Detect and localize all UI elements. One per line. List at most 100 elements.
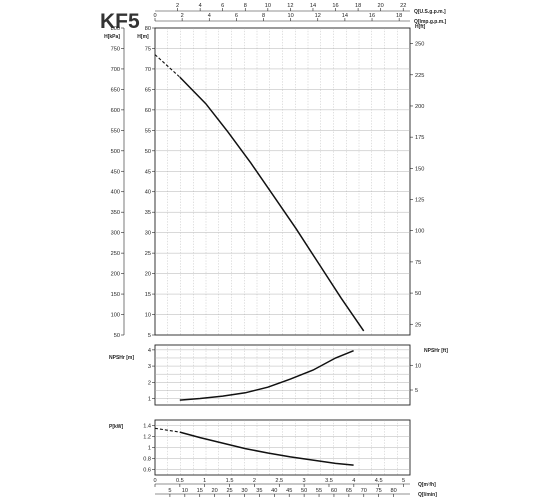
top-axis-usgpm-tick-label: 6 <box>221 3 224 9</box>
head-m-tick-label: 45 <box>145 169 151 175</box>
top-axis-impgpm-label: Q[Imp.g.p.m.] <box>414 19 447 25</box>
head-m-tick-label: 10 <box>145 313 151 319</box>
npsh-m-tick-label: 3 <box>148 364 151 370</box>
bottom-axis-m3h-label: Q[m³/h] <box>418 482 436 488</box>
top-axis-usgpm-tick-label: 16 <box>332 3 338 9</box>
bottom-axis-lmin-label: Q[l/min] <box>418 492 437 498</box>
head-ft-tick-label: 100 <box>415 229 424 235</box>
head-m-tick-label: 5 <box>148 333 151 339</box>
bottom-axis-m3h-tick-label: 5 <box>402 478 405 484</box>
head-curve <box>179 76 365 332</box>
bottom-axis-lmin-tick-label: 40 <box>271 488 277 494</box>
head-ft-tick-label: 125 <box>415 198 424 204</box>
head-m-tick-label: 65 <box>145 87 151 93</box>
head-m-tick-label: 25 <box>145 251 151 257</box>
bottom-axis-lmin-tick-label: 10 <box>182 488 188 494</box>
npsh-m-tick-label: 1 <box>148 397 151 403</box>
top-axis-impgpm-tick-label: 0 <box>153 13 156 19</box>
bottom-axis-lmin-tick-label: 60 <box>331 488 337 494</box>
head-kpa-axis-label: H[kPa] <box>104 34 120 40</box>
top-axis-usgpm-tick-label: 18 <box>355 3 361 9</box>
bottom-axis-lmin-tick-label: 70 <box>361 488 367 494</box>
npsh-ft-axis-label: NPSHr [ft] <box>424 348 448 354</box>
head-kpa-tick-label: 300 <box>111 231 120 237</box>
head-m-tick-label: 60 <box>145 108 151 114</box>
bottom-axis-lmin-tick-label: 15 <box>197 488 203 494</box>
npsh-m-tick-label: 2 <box>148 380 151 386</box>
npsh-curve <box>179 350 354 401</box>
power-kw-tick-label: 1.2 <box>143 435 151 441</box>
bottom-axis-lmin-tick-label: 30 <box>241 488 247 494</box>
top-axis-impgpm-tick-label: 12 <box>315 13 321 19</box>
head-m-tick-label: 20 <box>145 272 151 278</box>
bottom-axis-m3h-tick-label: 4 <box>352 478 355 484</box>
power-kw-tick-label: 0.8 <box>143 457 151 463</box>
bottom-axis-m3h-tick-label: 2 <box>253 478 256 484</box>
top-axis-impgpm-tick-label: 2 <box>181 13 184 19</box>
bottom-axis-lmin-tick-label: 80 <box>390 488 396 494</box>
chart-title: KF5 <box>100 10 140 33</box>
head-kpa-tick-label: 50 <box>114 333 120 339</box>
bottom-axis-lmin-tick-label: 35 <box>256 488 262 494</box>
bottom-axis-lmin-tick-label: 65 <box>346 488 352 494</box>
top-axis-impgpm-tick-label: 4 <box>208 13 211 19</box>
bottom-axis-m3h-tick-label: 1.5 <box>226 478 234 484</box>
top-axis-impgpm-tick-label: 18 <box>396 13 402 19</box>
top-axis-impgpm-tick-label: 14 <box>342 13 348 19</box>
head-kpa-tick-label: 750 <box>111 46 120 52</box>
top-axis-usgpm-tick-label: 22 <box>400 3 406 9</box>
power-kw-tick-label: 1 <box>148 446 151 452</box>
top-axis-usgpm-tick-label: 8 <box>244 3 247 9</box>
head-m-axis-label: H[m] <box>137 34 149 40</box>
power-kw-axis-label: P[kW] <box>109 424 124 430</box>
bottom-axis-lmin-tick-label: 20 <box>212 488 218 494</box>
bottom-axis-m3h-tick-label: 3 <box>303 478 306 484</box>
top-axis-impgpm-tick-label: 16 <box>369 13 375 19</box>
top-axis-impgpm-tick-label: 10 <box>288 13 294 19</box>
head-kpa-tick-label: 450 <box>111 169 120 175</box>
top-axis-usgpm-tick-label: 20 <box>378 3 384 9</box>
top-axis-usgpm-tick-label: 4 <box>199 3 202 9</box>
head-kpa-tick-label: 500 <box>111 149 120 155</box>
head-ft-tick-label: 250 <box>415 42 424 48</box>
head-m-tick-label: 75 <box>145 46 151 52</box>
bottom-axis-m3h-tick-label: 1 <box>203 478 206 484</box>
head-ft-tick-label: 50 <box>415 291 421 297</box>
top-axis-usgpm-tick-label: 2 <box>176 3 179 9</box>
bottom-axis-lmin-tick-label: 5 <box>168 488 171 494</box>
bottom-axis-lmin-tick-label: 25 <box>226 488 232 494</box>
head-ft-tick-label: 175 <box>415 135 424 141</box>
top-axis-usgpm-tick-label: 10 <box>265 3 271 9</box>
bottom-axis-m3h-tick-label: 4.5 <box>375 478 383 484</box>
head-m-tick-label: 40 <box>145 190 151 196</box>
head-kpa-tick-label: 100 <box>111 313 120 319</box>
top-axis-impgpm-tick-label: 6 <box>235 13 238 19</box>
head-kpa-tick-label: 650 <box>111 87 120 93</box>
head-kpa-tick-label: 250 <box>111 251 120 257</box>
power-kw-tick-label: 1.4 <box>143 424 151 430</box>
power-curve-dashed <box>154 427 180 433</box>
bottom-axis-m3h-tick-label: 2.5 <box>275 478 283 484</box>
top-axis-usgpm-tick-label: 14 <box>310 3 316 9</box>
head-ft-tick-label: 200 <box>415 104 424 110</box>
head-kpa-tick-label: 550 <box>111 128 120 134</box>
npsh-m-tick-label: 4 <box>148 348 151 354</box>
bottom-axis-lmin-tick-label: 75 <box>376 488 382 494</box>
head-m-tick-label: 70 <box>145 67 151 73</box>
head-kpa-tick-label: 400 <box>111 190 120 196</box>
head-m-tick-label: 50 <box>145 149 151 155</box>
head-curve-dashed <box>154 54 181 78</box>
head-ft-tick-label: 25 <box>415 322 421 328</box>
bottom-axis-lmin-tick-label: 45 <box>286 488 292 494</box>
npsh-m-axis-label: NPSHr [m] <box>109 355 134 361</box>
power-curve <box>179 431 354 466</box>
head-m-tick-label: 35 <box>145 210 151 216</box>
head-kpa-tick-label: 600 <box>111 108 120 114</box>
head-kpa-tick-label: 350 <box>111 210 120 216</box>
head-m-tick-label: 30 <box>145 231 151 237</box>
top-axis-usgpm-tick-label: 12 <box>287 3 293 9</box>
head-m-tick-label: 55 <box>145 128 151 134</box>
head-kpa-tick-label: 150 <box>111 292 120 298</box>
head-ft-tick-label: 75 <box>415 260 421 266</box>
